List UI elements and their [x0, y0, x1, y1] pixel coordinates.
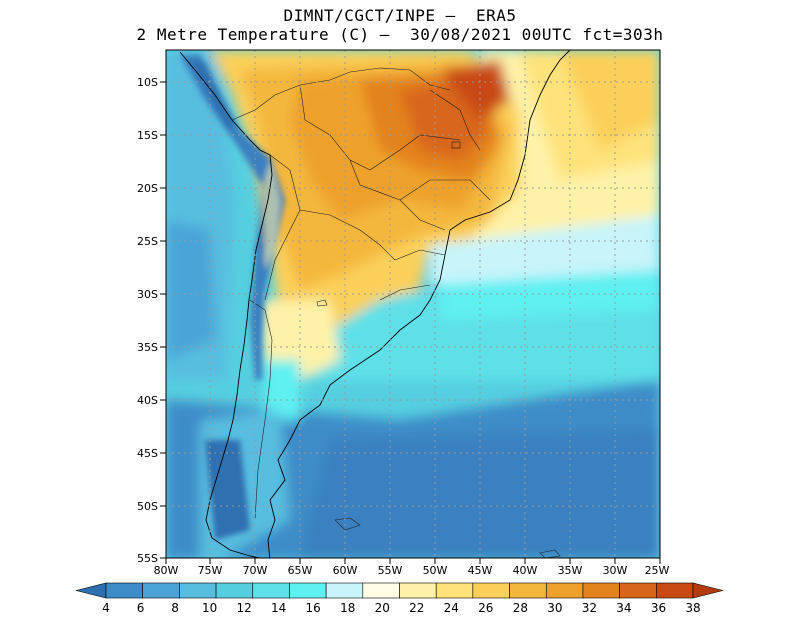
colorbar-segment	[509, 582, 547, 599]
colorbar-label: 36	[651, 601, 666, 615]
colorbar-label: 24	[444, 601, 459, 615]
colorbar: 4 6 8 10 12 14 16 18 20 22 24 26 28 30 32 34 36 38	[75, 582, 724, 615]
lon-tick-45w: 45W	[468, 564, 493, 577]
lat-tick-30s: 30S	[137, 288, 158, 301]
colorbar-segment	[656, 582, 694, 599]
lon-tick-75w: 75W	[198, 564, 223, 577]
lat-tick-40s: 40S	[137, 394, 158, 407]
lat-tick-15s: 15S	[137, 129, 158, 142]
graticule	[166, 50, 660, 558]
colorbar-label: 34	[616, 601, 631, 615]
colorbar-label: 14	[271, 601, 286, 615]
colorbar-label: 10	[202, 601, 217, 615]
lat-tick-45s: 45S	[137, 447, 158, 460]
colorbar-label: 30	[547, 601, 562, 615]
lat-axis	[160, 81, 166, 559]
lat-tick-25s: 25S	[137, 235, 158, 248]
colorbar-label: 18	[340, 601, 355, 615]
colorbar-segment	[142, 582, 180, 599]
colorbar-label: 4	[102, 601, 110, 615]
colorbar-segment	[472, 582, 510, 599]
lon-tick-80w: 80W	[154, 564, 179, 577]
colorbar-label: 38	[685, 601, 700, 615]
lon-tick-25w: 25W	[645, 564, 670, 577]
colorbar-segment	[582, 582, 620, 599]
map-title-line1: DIMNT/CGCT/INPE – ERA5	[283, 6, 517, 25]
colorbar-label: 6	[137, 601, 145, 615]
lon-tick-60w: 60W	[333, 564, 358, 577]
coastlines	[179, 50, 571, 558]
colorbar-label: 22	[409, 601, 424, 615]
colorbar-segment	[289, 582, 327, 599]
lat-tick-10s: 10S	[137, 76, 158, 89]
lon-axis	[165, 558, 661, 564]
colorbar-segment	[435, 582, 474, 599]
colorbar-arrow-low	[75, 582, 107, 599]
map-title-line2: 2 Metre Temperature (C) – 30/08/2021 00U…	[136, 25, 664, 44]
colorbar-label: 12	[236, 601, 251, 615]
lat-tick-labels: 10S 15S 20S 25S 30S 35S 40S 45S 50S 55S	[137, 76, 158, 565]
colorbar-segment	[179, 582, 217, 599]
lat-tick-50s: 50S	[137, 500, 158, 513]
lat-tick-55s: 55S	[137, 552, 158, 565]
country-borders	[231, 67, 561, 558]
colorbar-segment	[362, 582, 400, 599]
lon-tick-35w: 35W	[558, 564, 583, 577]
lon-tick-30w: 30W	[603, 564, 628, 577]
temperature-field	[166, 50, 660, 558]
colorbar-segment	[619, 582, 657, 599]
colorbar-label: 32	[582, 601, 597, 615]
colorbar-segment	[105, 582, 143, 599]
colorbar-segment	[252, 582, 290, 599]
colorbar-segment	[399, 582, 437, 599]
lon-tick-55w: 55W	[378, 564, 403, 577]
lon-tick-40w: 40W	[513, 564, 538, 577]
colorbar-label: 26	[478, 601, 493, 615]
colorbar-label: 8	[171, 601, 179, 615]
colorbar-label: 28	[513, 601, 528, 615]
lat-tick-20s: 20S	[137, 182, 158, 195]
map-border	[165, 49, 661, 559]
colorbar-arrow-high	[692, 582, 724, 599]
lon-tick-65w: 65W	[288, 564, 313, 577]
colorbar-segment	[545, 582, 584, 599]
colorbar-label: 16	[306, 601, 321, 615]
colorbar-segment	[325, 582, 364, 599]
lat-tick-35s: 35S	[137, 341, 158, 354]
colorbar-label: 20	[375, 601, 390, 615]
lon-tick-70w: 70W	[243, 564, 268, 577]
lon-tick-labels: 80W 75W 70W 65W 60W 55W 50W 45W 40W 35W …	[154, 564, 670, 577]
colorbar-segment	[215, 582, 254, 599]
lon-tick-50w: 50W	[423, 564, 448, 577]
